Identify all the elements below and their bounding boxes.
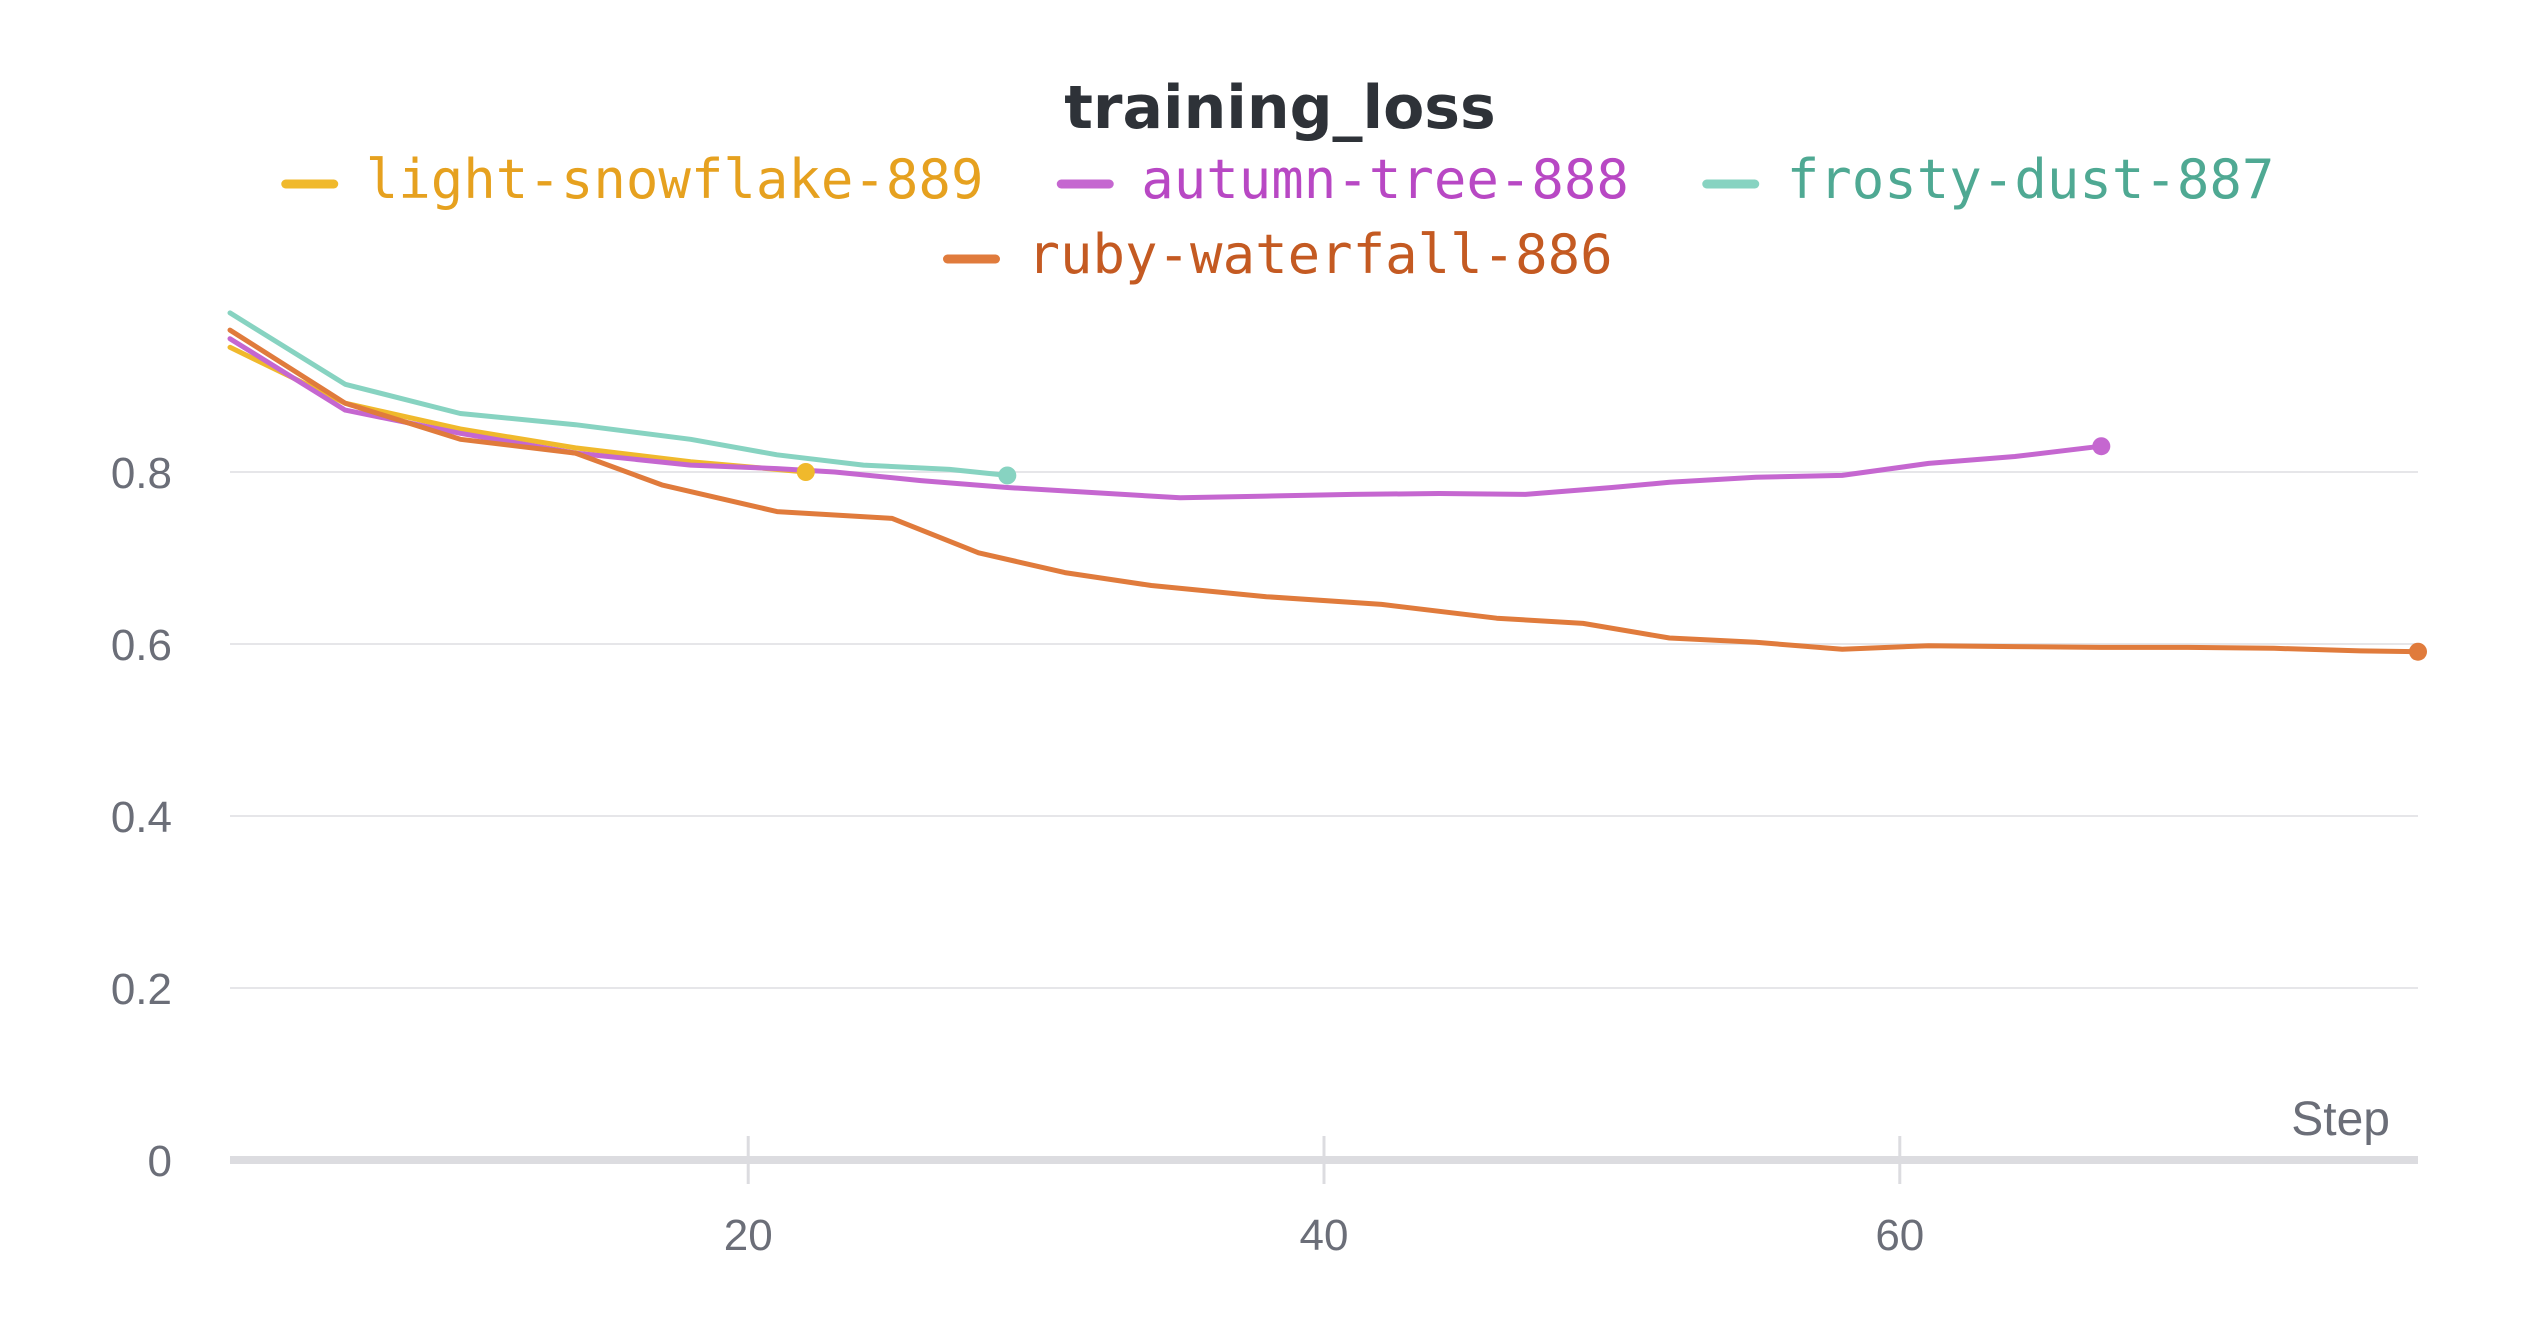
legend-item-autumn-tree-888[interactable]: autumn-tree-888 [1056, 148, 1629, 211]
series-end-point-ruby-waterfall-886 [2409, 642, 2427, 661]
series-line-frosty-dust-887 [227, 310, 1010, 478]
legend-item-light-snowflake-889[interactable]: light-snowflake-889 [281, 148, 984, 211]
x-axis: 20 40 60 [230, 1136, 2418, 1260]
x-axis-label: Step [2291, 1093, 2390, 1146]
y-tick-label: 0.2 [111, 965, 172, 1014]
y-tick-label: 0.8 [111, 449, 172, 498]
series-end-points [796, 437, 2427, 661]
series-end-point-light-snowflake-889 [796, 463, 815, 481]
series-end-point-frosty-dust-887 [998, 466, 1017, 485]
grid-lines [230, 471, 2418, 989]
series-line-autumn-tree-888 [227, 336, 2104, 501]
legend: light-snowflake-889 autumn-tree-888 frosty… [281, 148, 2275, 286]
legend-item-frosty-dust-887[interactable]: frosty-dust-887 [1702, 148, 2275, 211]
y-tick-label: 0 [148, 1137, 172, 1186]
x-tick-label: 60 [1875, 1211, 1924, 1260]
series-line-ruby-waterfall-886 [227, 327, 2421, 655]
x-tick-label: 20 [724, 1211, 773, 1260]
x-tick-label: 40 [1300, 1211, 1349, 1260]
legend-label: frosty-dust-887 [1787, 148, 2275, 211]
y-axis-ticks: 0 0.2 0.4 0.6 0.8 [111, 449, 172, 1186]
y-tick-label: 0.4 [111, 793, 172, 842]
legend-label: ruby-waterfall-886 [1028, 223, 1613, 286]
y-tick-label: 0.6 [111, 621, 172, 670]
legend-item-ruby-waterfall-886[interactable]: ruby-waterfall-886 [943, 223, 1613, 286]
series-end-point-autumn-tree-888 [2092, 437, 2111, 456]
chart-title: training_loss [1064, 73, 1495, 143]
legend-label: light-snowflake-889 [366, 148, 984, 211]
series-lines [227, 310, 2421, 655]
legend-label: autumn-tree-888 [1141, 148, 1629, 211]
